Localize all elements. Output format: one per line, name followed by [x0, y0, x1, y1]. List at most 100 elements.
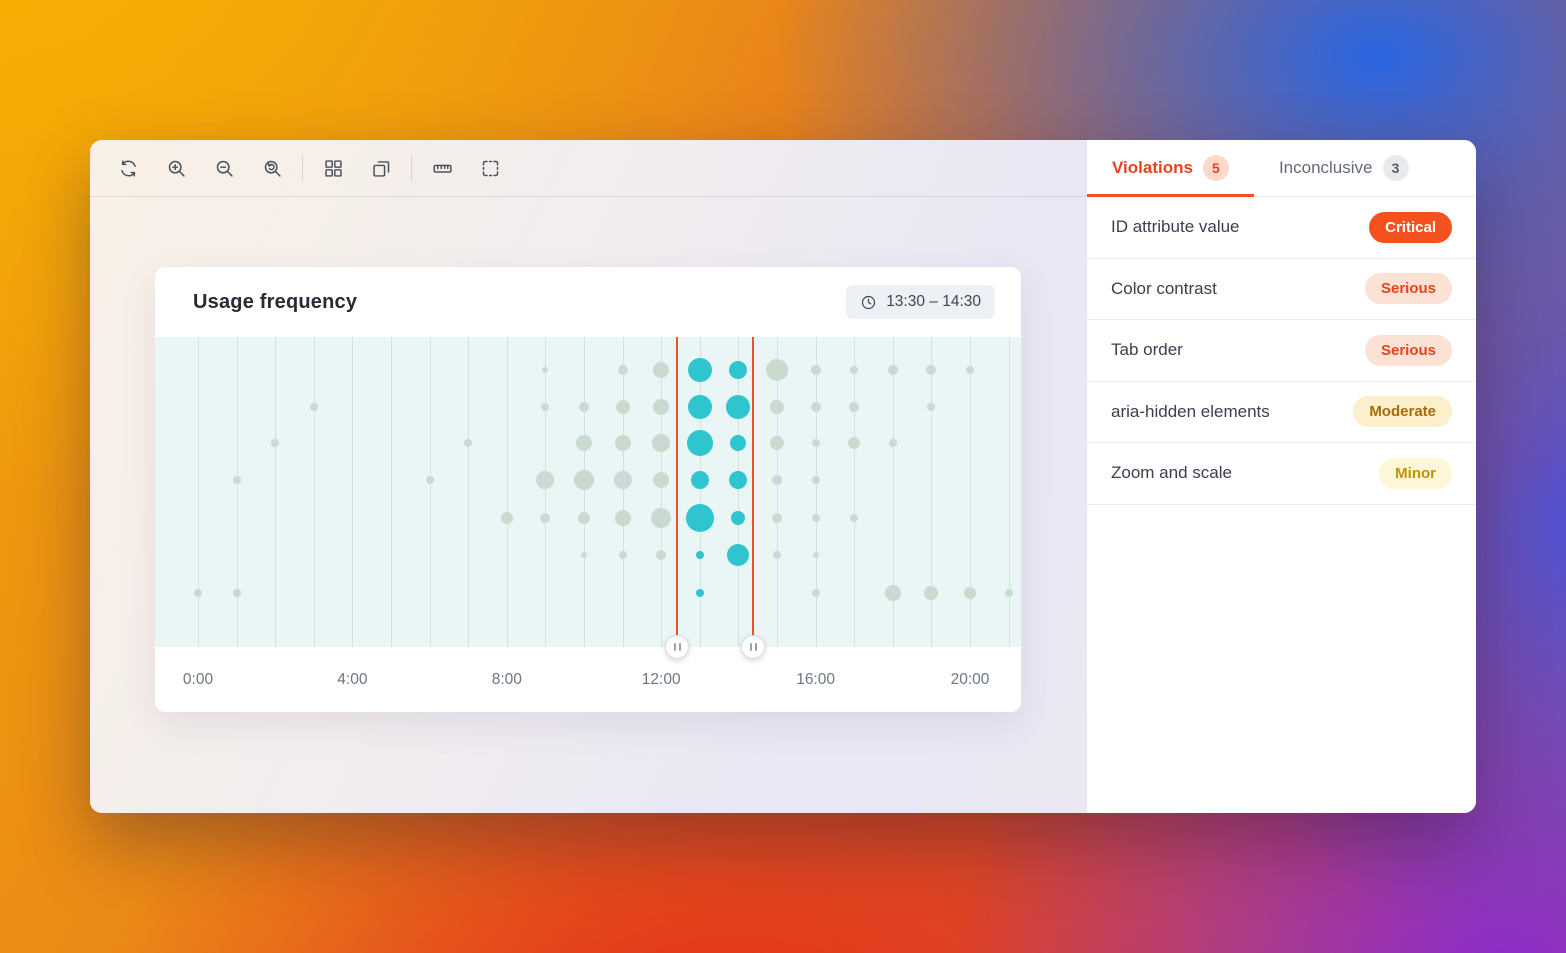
toolbar-divider — [302, 155, 303, 181]
selection-handle-end[interactable] — [741, 635, 766, 659]
violation-item[interactable]: aria-hidden elements Moderate — [1087, 382, 1476, 443]
bubble — [848, 437, 861, 449]
bubble — [656, 550, 667, 560]
bubble — [927, 403, 936, 411]
severity-badge: Serious — [1364, 273, 1452, 305]
bubble — [540, 513, 551, 523]
marquee-select-button[interactable] — [466, 148, 514, 188]
layers-button[interactable] — [357, 148, 405, 188]
x-tick-label: 20:00 — [950, 671, 990, 688]
gridline — [970, 337, 971, 647]
bubble-selected — [687, 395, 712, 419]
bubble — [772, 475, 782, 485]
bubble — [772, 513, 782, 523]
bubble — [615, 400, 630, 414]
severity-badge: Serious — [1364, 334, 1452, 366]
marquee-select-icon — [482, 160, 498, 176]
time-range-label: 13:30 – 14:30 — [886, 293, 981, 310]
app-window: Usage frequency 13:30 – 14:30 0:00 4:00 8:… — [90, 140, 1476, 813]
bubble — [653, 362, 670, 378]
bubble — [581, 552, 587, 558]
toolbar — [90, 140, 1086, 197]
grid-layout-icon — [324, 159, 342, 177]
bubble — [617, 365, 628, 375]
bubble-selected — [695, 551, 704, 559]
bubble — [653, 399, 670, 415]
layers-icon — [372, 160, 389, 177]
bubble — [653, 472, 670, 488]
bubble — [651, 508, 672, 528]
tab-violations[interactable]: Violations 5 — [1087, 140, 1254, 197]
gridline — [313, 337, 315, 647]
severity-badge: Moderate — [1353, 396, 1452, 428]
gridline — [854, 337, 856, 647]
clock-icon — [862, 295, 876, 309]
selection-line-end — [752, 337, 755, 647]
violation-label: aria-hidden elements — [1111, 401, 1270, 421]
tab-inconclusive-label: Inconclusive — [1278, 158, 1373, 177]
refresh-button[interactable] — [104, 148, 152, 188]
bubble — [773, 551, 781, 559]
bubble-selected — [685, 504, 714, 532]
gridline — [661, 337, 663, 647]
bubble — [500, 512, 513, 524]
selection-handle-start[interactable] — [665, 635, 690, 659]
results-sidebar: Violations 5 Inconclusive 3 ID attribute… — [1086, 140, 1476, 813]
usage-frequency-card: Usage frequency 13:30 – 14:30 0:00 4:00 8:… — [155, 267, 1021, 712]
bubble — [425, 476, 434, 484]
bubble — [811, 439, 820, 447]
bubble-selected — [695, 589, 704, 597]
bubble — [887, 365, 898, 375]
violations-count-badge: 5 — [1202, 155, 1229, 181]
violations-list: ID attribute value Critical Color contrast… — [1087, 197, 1476, 505]
violation-item[interactable]: ID attribute value Critical — [1087, 197, 1476, 259]
gridline — [931, 337, 933, 647]
bubble-selected — [727, 544, 750, 566]
bubble — [232, 589, 241, 597]
bubble-selected — [686, 430, 713, 456]
bubble — [770, 436, 784, 450]
bubble — [884, 585, 901, 601]
chart-header: Usage frequency 13:30 – 14:30 — [155, 267, 1021, 337]
x-axis: 0:00 4:00 8:00 12:00 16:00 20:00 — [155, 647, 1021, 710]
bubble — [574, 470, 594, 490]
violation-item[interactable]: Zoom and scale Minor — [1087, 443, 1476, 505]
zoom-reset-button[interactable] — [248, 148, 296, 188]
gridline — [777, 337, 778, 647]
violation-item[interactable]: Color contrast Serious — [1087, 259, 1476, 320]
bubble — [966, 366, 974, 374]
bubble — [536, 471, 555, 489]
zoom-history-icon — [264, 160, 281, 177]
zoom-out-icon — [216, 160, 233, 177]
violation-item[interactable]: Tab order Serious — [1087, 320, 1476, 382]
bubble — [888, 439, 897, 447]
gridline — [892, 337, 894, 647]
violation-label: Zoom and scale — [1111, 463, 1232, 483]
bubble — [812, 552, 819, 558]
zoom-out-button[interactable] — [200, 148, 248, 188]
gridline — [236, 337, 238, 647]
gridline — [584, 337, 585, 647]
refresh-icon — [120, 159, 136, 177]
ruler-button[interactable] — [418, 148, 466, 188]
gridline — [545, 337, 547, 647]
time-range-badge[interactable]: 13:30 – 14:30 — [846, 285, 995, 319]
bubble — [614, 435, 631, 451]
bubble — [964, 587, 976, 599]
gridline — [699, 337, 701, 647]
plot-area — [155, 337, 1021, 659]
bubble — [811, 476, 820, 484]
bubble-selected — [690, 471, 709, 489]
grid-layout-button[interactable] — [309, 148, 357, 188]
bubble — [770, 400, 784, 414]
x-tick-label: 16:00 — [796, 671, 835, 688]
bubble-selected — [729, 361, 748, 379]
gridline — [622, 337, 624, 647]
bubble — [924, 586, 939, 600]
bubble — [578, 512, 590, 524]
zoom-in-button[interactable] — [152, 148, 200, 188]
x-tick-label: 12:00 — [641, 671, 681, 688]
violation-label: Color contrast — [1111, 278, 1217, 298]
tab-inconclusive[interactable]: Inconclusive 3 — [1254, 140, 1434, 196]
bubble — [652, 434, 671, 452]
